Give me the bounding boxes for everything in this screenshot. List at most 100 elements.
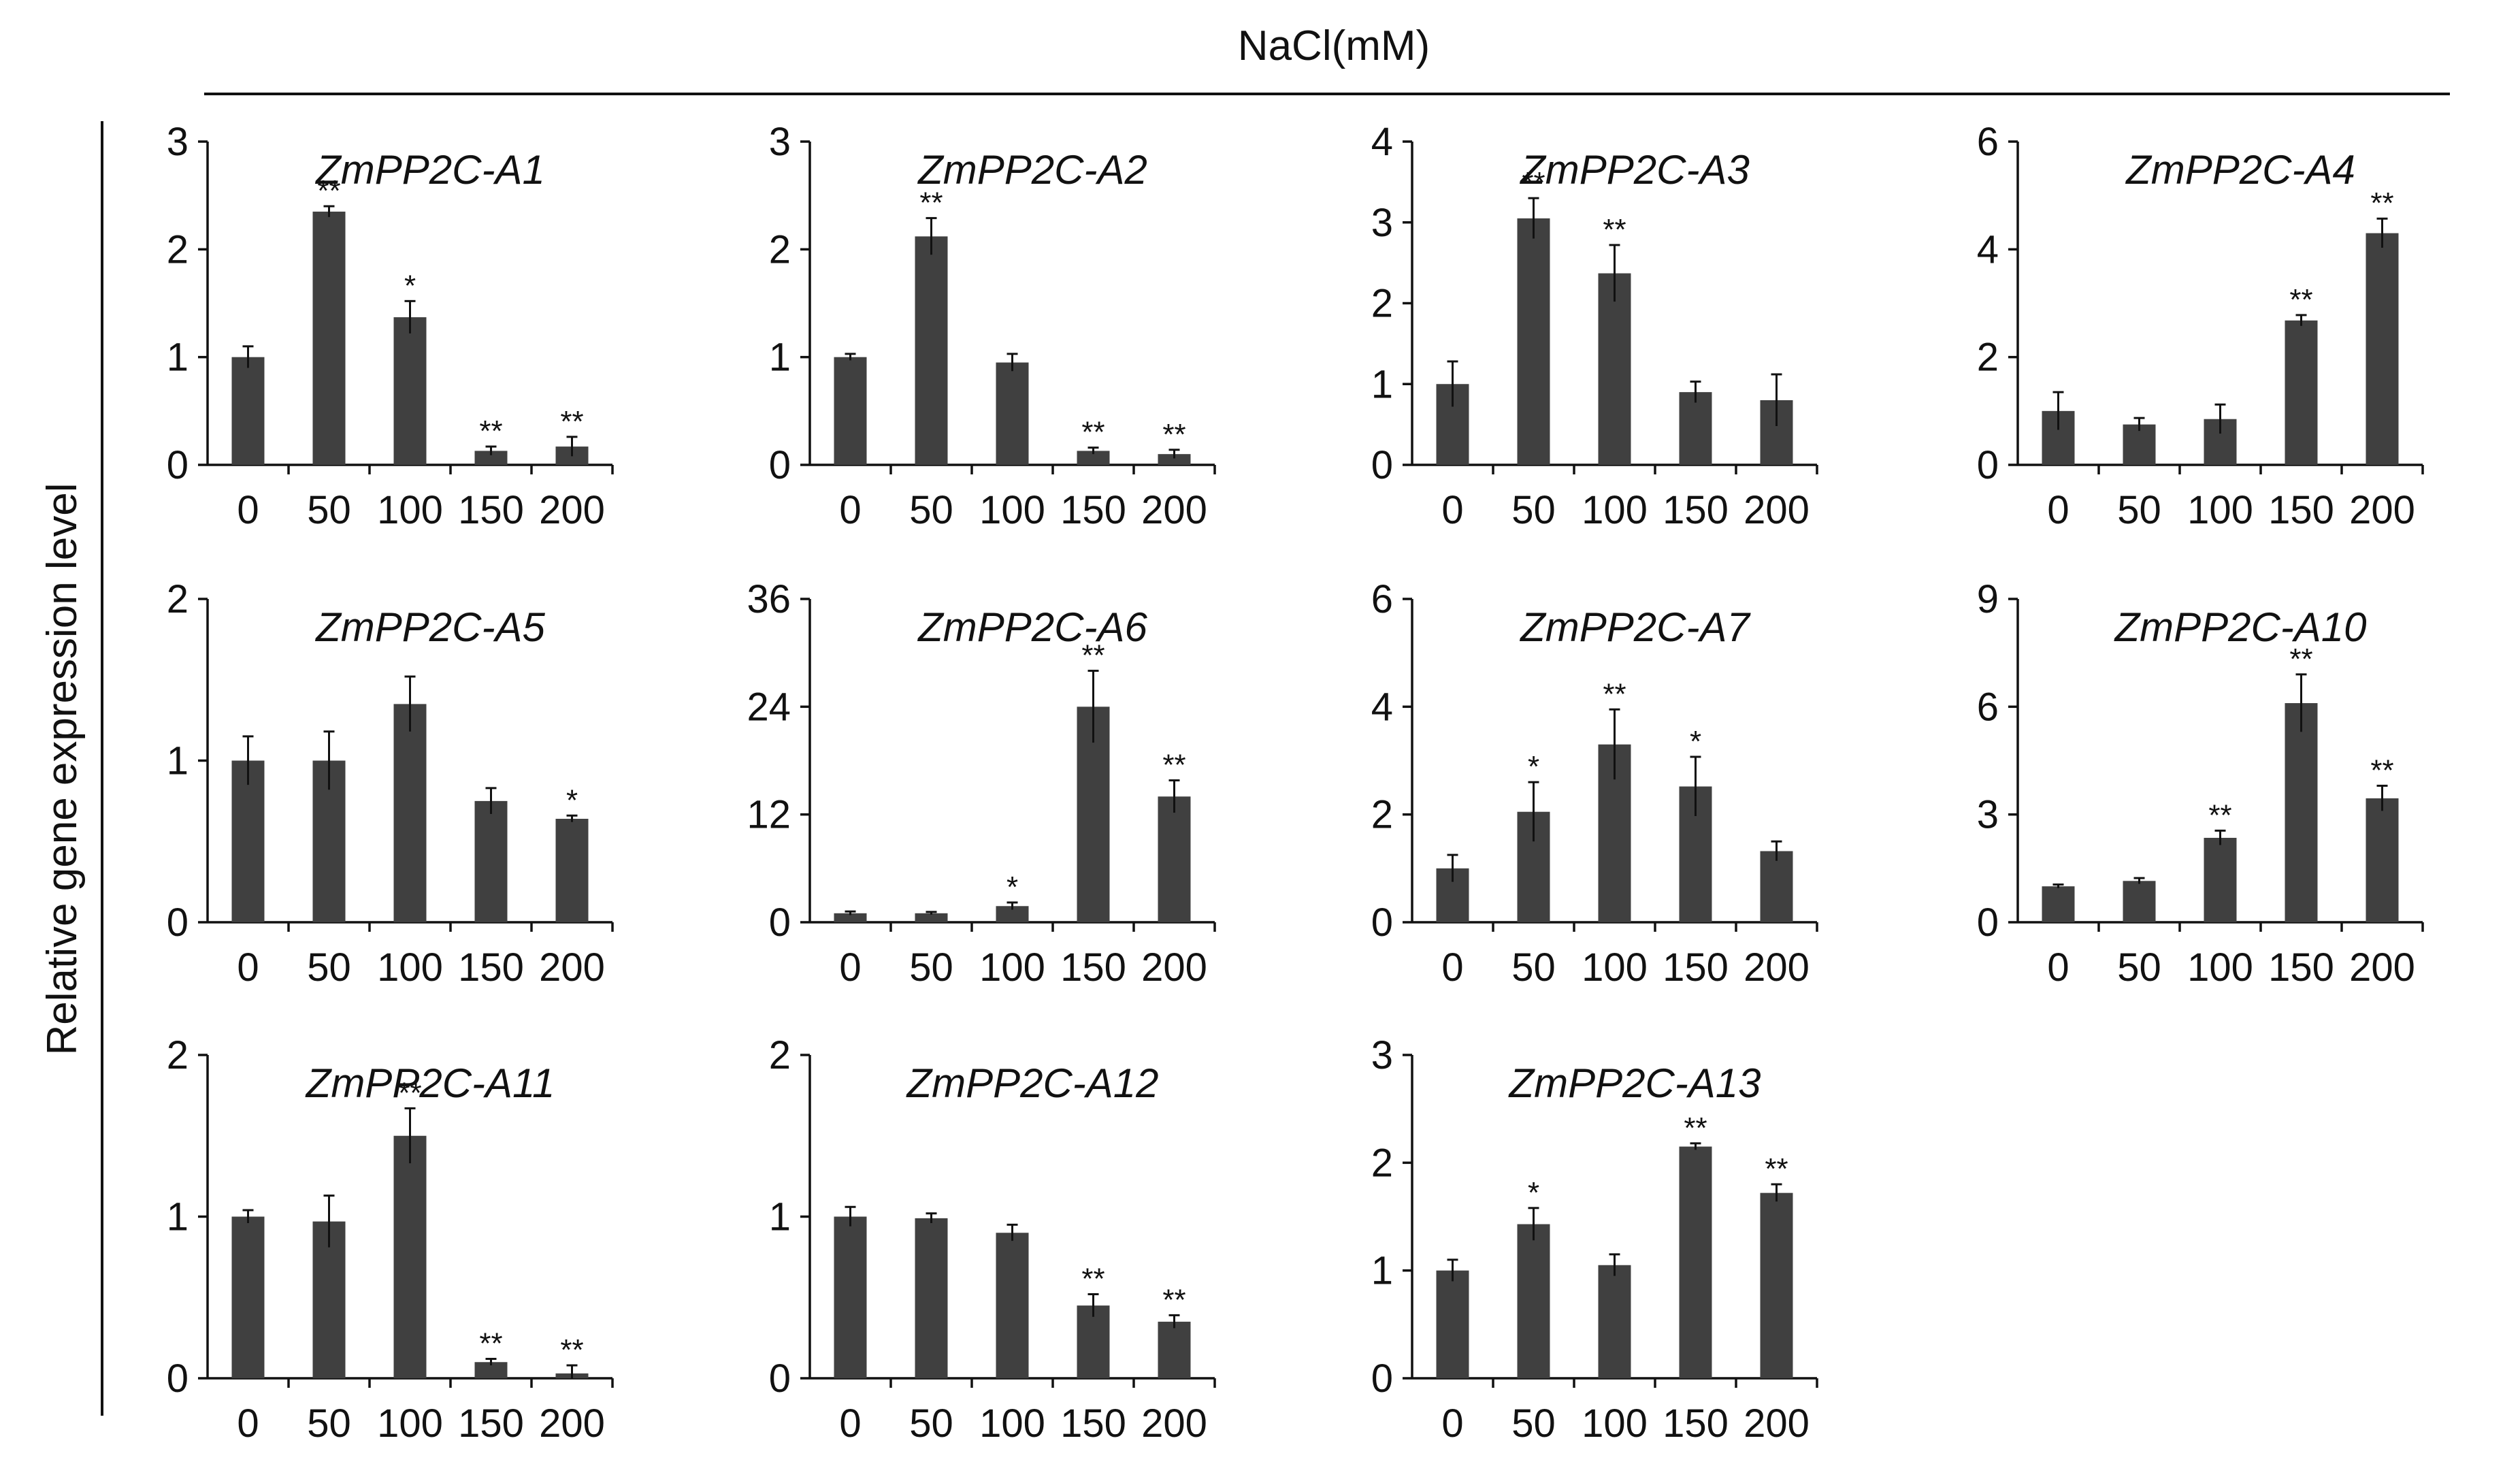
y-tick-label: 0	[167, 1356, 189, 1401]
x-tick-label: 0	[2047, 945, 2069, 990]
significance-marker: **	[2370, 753, 2393, 787]
panel-title: ZmPP2C-A13	[1507, 1060, 1761, 1106]
x-tick-label: 50	[1511, 945, 1556, 990]
x-tick-label: 50	[307, 1401, 351, 1446]
bar-200	[1760, 1192, 1793, 1378]
significance-marker: *	[566, 783, 578, 817]
y-tick-label: 0	[769, 1356, 791, 1401]
x-tick-label: 0	[1441, 488, 1463, 532]
panel-zmpp2c-a7: 0 2 4 6 ZmPP2C-A7 0 * 50 ** 100 * 150 200	[1371, 577, 1818, 990]
x-tick-label: 50	[1511, 1401, 1556, 1446]
y-axis-label: Relative gene expression level	[39, 483, 86, 1056]
x-tick-label: 150	[2268, 945, 2334, 990]
x-tick-label: 200	[1141, 488, 1207, 532]
panel-title: ZmPP2C-A1	[314, 147, 545, 193]
x-tick-label: 150	[1663, 945, 1729, 990]
panel-title: ZmPP2C-A4	[2125, 147, 2355, 193]
bar-200	[555, 819, 589, 922]
y-tick-label: 2	[1371, 793, 1393, 837]
significance-marker: *	[1528, 750, 1539, 783]
y-tick-label: 6	[1371, 577, 1393, 621]
x-tick-label: 100	[979, 945, 1045, 990]
bar-150	[1679, 392, 1712, 465]
bar-0	[231, 1216, 265, 1378]
y-tick-label: 0	[167, 443, 189, 487]
x-tick-label: 200	[539, 945, 605, 990]
significance-marker: *	[1690, 725, 1701, 758]
x-tick-label: 150	[1060, 945, 1126, 990]
y-tick-label: 1	[1371, 362, 1393, 406]
bar-100	[996, 362, 1029, 465]
x-tick-label: 150	[1663, 1401, 1729, 1446]
significance-marker: **	[2289, 643, 2312, 676]
y-tick-label: 12	[747, 793, 791, 837]
panel-zmpp2c-a6: 0 12 24 36 ZmPP2C-A6 0 50 * 100 ** 150 ** 200	[747, 577, 1216, 990]
panel-title: ZmPP2C-A7	[1519, 604, 1751, 650]
y-tick-label: 3	[769, 120, 791, 164]
x-tick-label: 50	[307, 945, 351, 990]
significance-marker: **	[560, 1333, 583, 1367]
bar-100	[393, 704, 427, 922]
bar-50	[915, 1218, 948, 1378]
y-tick-label: 1	[167, 739, 189, 783]
significance-marker: **	[1522, 166, 1545, 199]
y-tick-label: 2	[167, 1033, 189, 1077]
bar-150	[1077, 451, 1110, 465]
bar-150	[1679, 1146, 1712, 1378]
panel-zmpp2c-a4: 0 2 4 6 ZmPP2C-A4 0 50 100 ** 150 ** 200	[1977, 120, 2424, 532]
panel-zmpp2c-a5: 0 1 2 ZmPP2C-A5 0 50 100 150 * 200	[167, 577, 614, 990]
bar-200	[2366, 233, 2399, 465]
bar-0	[2042, 886, 2075, 922]
significance-marker: *	[1528, 1176, 1539, 1209]
y-tick-label: 1	[769, 336, 791, 380]
y-tick-label: 0	[1371, 443, 1393, 487]
x-tick-label: 150	[458, 1401, 524, 1446]
y-tick-label: 2	[1977, 336, 1999, 380]
x-tick-label: 200	[2349, 945, 2415, 990]
significance-marker: **	[1765, 1152, 1788, 1186]
x-tick-label: 100	[1582, 488, 1648, 532]
significance-marker: **	[2208, 798, 2231, 832]
y-tick-label: 1	[167, 1195, 189, 1239]
bar-150	[2285, 320, 2318, 465]
bar-0	[834, 1216, 867, 1378]
bar-50	[2123, 424, 2156, 465]
y-tick-label: 6	[1977, 685, 1999, 729]
panel-title: ZmPP2C-A2	[917, 147, 1147, 193]
y-tick-label: 24	[747, 685, 791, 729]
y-tick-label: 2	[1371, 1141, 1393, 1185]
figure-header: NaCl(mM)	[1238, 22, 1430, 69]
x-tick-label: 150	[1663, 488, 1729, 532]
x-tick-label: 50	[909, 1401, 953, 1446]
panel-zmpp2c-a11: 0 1 2 ZmPP2C-A11 0 50 ** 100 ** 150 ** 200	[167, 1033, 614, 1446]
panel-title: ZmPP2C-A11	[305, 1060, 555, 1106]
x-tick-label: 0	[839, 945, 861, 990]
bar-0	[1436, 1270, 1469, 1378]
panel-zmpp2c-a12: 0 1 2 ZmPP2C-A12 0 50 100 ** 150 ** 200	[769, 1033, 1216, 1446]
bar-100	[393, 1135, 427, 1378]
y-tick-label: 3	[167, 120, 189, 164]
significance-marker: **	[1162, 749, 1185, 782]
panel-title: ZmPP2C-A5	[314, 604, 545, 650]
significance-marker: **	[1162, 418, 1185, 451]
bar-0	[834, 913, 867, 922]
y-tick-label: 0	[1371, 1356, 1393, 1401]
panel-title: ZmPP2C-A10	[2113, 604, 2366, 650]
x-tick-label: 0	[1441, 945, 1463, 990]
y-tick-label: 1	[1371, 1249, 1393, 1293]
y-tick-label: 0	[769, 900, 791, 945]
bar-150	[474, 1362, 508, 1378]
x-tick-label: 100	[979, 488, 1045, 532]
x-tick-label: 200	[539, 488, 605, 532]
bar-100	[996, 906, 1029, 922]
bar-100	[1598, 273, 1631, 465]
significance-marker: **	[1684, 1111, 1707, 1145]
x-tick-label: 150	[458, 945, 524, 990]
x-tick-label: 0	[839, 488, 861, 532]
bar-200	[1760, 851, 1793, 922]
y-tick-label: 6	[1977, 120, 1999, 164]
significance-marker: *	[404, 269, 416, 302]
x-tick-label: 100	[1582, 945, 1648, 990]
bar-200	[1158, 1321, 1191, 1378]
